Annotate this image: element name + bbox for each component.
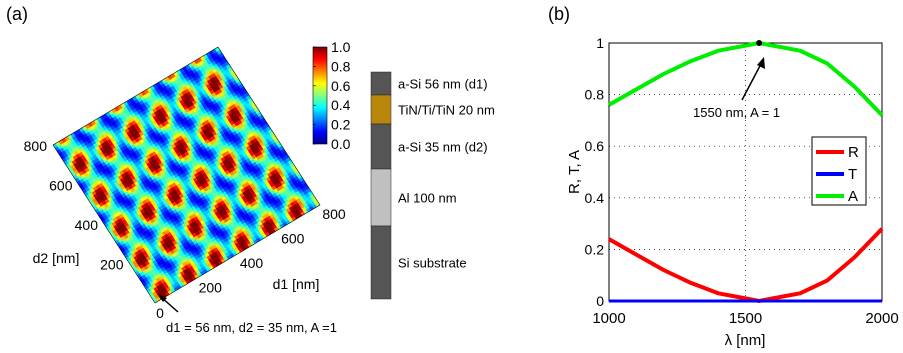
- line-chart-x-tick: 2000: [865, 310, 898, 327]
- panel-b-label: (b): [548, 4, 570, 24]
- panel-a-label: (a): [6, 4, 28, 24]
- heatmap-xlabel: d1 [nm]: [273, 276, 320, 292]
- stack-layer: [370, 225, 392, 300]
- colorbar-tick-label: 0.0: [331, 136, 351, 152]
- heatmap-x-tick: 400: [240, 255, 264, 271]
- heatmap-x-tick: 600: [281, 231, 305, 247]
- legend-label: T: [848, 166, 857, 183]
- heatmap-y-tick: 400: [75, 217, 99, 233]
- heatmap-x-tick: 200: [199, 280, 223, 296]
- line-chart-y-tick: 0.2: [585, 241, 605, 257]
- heatmap-annotation: d1 = 56 nm, d2 = 35 nm, A =1: [158, 294, 337, 335]
- colorbar: 0.0 0.2 0.4 0.6 0.8 1.0: [312, 39, 351, 152]
- colorbar-tick-label: 1.0: [331, 39, 351, 55]
- line-chart-y-tick: 0.6: [585, 138, 605, 154]
- stack-layer-label: TiN/Ti/TiN 20 nm: [398, 103, 495, 118]
- colorbar-gradient: [312, 46, 328, 145]
- line-chart-ylabel: R, T, A: [566, 150, 583, 194]
- line-annotation-text: 1550 nm, A = 1: [693, 105, 780, 120]
- stack-layer: [370, 123, 392, 170]
- heatmap-y-tick: 600: [49, 178, 73, 194]
- stack-layer: [370, 168, 392, 227]
- line-chart: 0 0.2 0.4 0.6 0.8 1 1000 1500 2000 λ [nm] R, T, …: [566, 35, 899, 349]
- stack-layer-label: Si substrate: [398, 256, 467, 271]
- heatmap-surface: [52, 46, 321, 304]
- colorbar-tick-label: 0.4: [331, 97, 351, 113]
- line-chart-y-tick: 1: [596, 35, 604, 51]
- line-chart-xlabel: λ [nm]: [725, 332, 766, 349]
- stack-layer: [370, 71, 392, 96]
- line-chart-y-tick: 0.4: [585, 190, 605, 206]
- heatmap-origin-tick: 0: [156, 305, 164, 321]
- heatmap-y-tick: 200: [100, 257, 124, 273]
- heatmap-annotation-text: d1 = 56 nm, d2 = 35 nm, A =1: [166, 320, 337, 335]
- line-chart-x-tick: 1500: [729, 310, 762, 327]
- heatmap-x-tick: 800: [322, 206, 346, 222]
- layer-stack-diagram: a-Si 56 nm (d1) TiN/Ti/TiN 20 nm a-Si 35 n…: [370, 71, 495, 300]
- line-chart-legend: RTA: [811, 136, 867, 206]
- heatmap-ylabel: d2 [nm]: [33, 250, 80, 266]
- stack-layer-label: Al 100 nm: [398, 191, 457, 206]
- colorbar-tick-label: 0.2: [331, 117, 351, 133]
- heatmap-y-tick: 800: [24, 138, 48, 154]
- legend-label: A: [848, 188, 858, 205]
- stack-layer: [370, 94, 392, 125]
- line-chart-y-tick: 0: [596, 293, 604, 309]
- line-annotation-point: [756, 40, 763, 46]
- colorbar-tick-label: 0.6: [331, 78, 351, 94]
- stack-layer-label: a-Si 35 nm (d2): [398, 140, 488, 155]
- stack-layer-label: a-Si 56 nm (d1): [398, 77, 488, 92]
- line-chart-x-tick: 1000: [592, 310, 625, 327]
- line-chart-y-tick: 0.8: [585, 87, 605, 103]
- colorbar-tick-label: 0.8: [331, 58, 351, 74]
- legend-label: R: [848, 144, 859, 161]
